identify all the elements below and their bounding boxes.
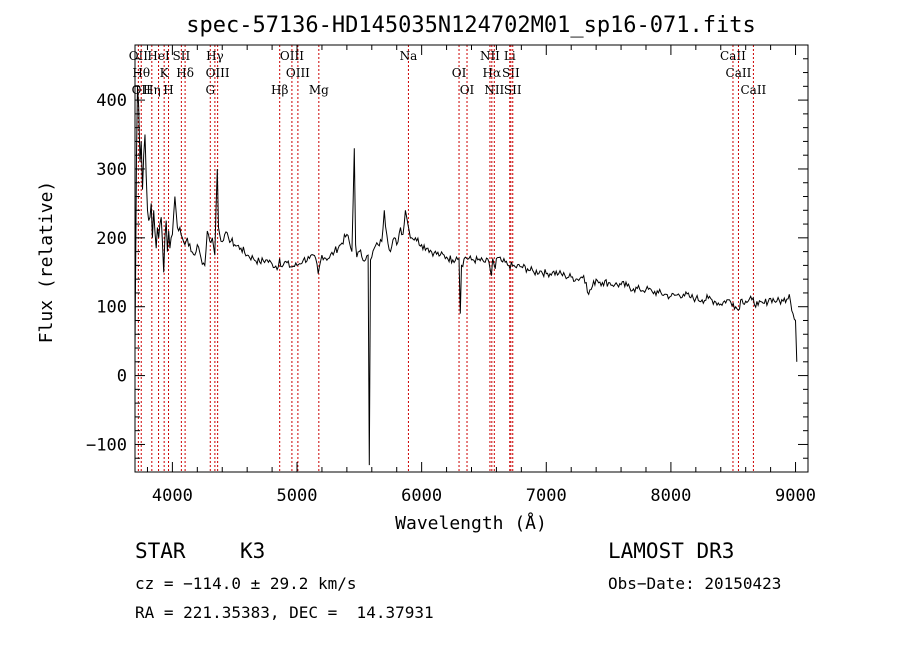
line-label: SII <box>502 66 520 80</box>
y-tick-label: −100 <box>86 435 127 455</box>
x-tick-label: 8000 <box>650 486 691 506</box>
line-label: Hθ <box>132 66 150 80</box>
x-tick-label: 9000 <box>775 486 816 506</box>
subclass: K3 <box>240 539 266 563</box>
class-type: STAR <box>135 539 186 563</box>
y-tick-label: 100 <box>96 298 127 318</box>
x-tick-label: 7000 <box>526 486 567 506</box>
line-label: NII <box>484 83 504 97</box>
line-label: Hδ <box>176 66 194 80</box>
line-label: CaII <box>726 66 752 80</box>
observation-date: Obs−Date: 20150423 <box>608 574 782 593</box>
spectrum-line <box>134 86 798 466</box>
line-label: OI <box>460 83 475 97</box>
line-label: OIII <box>206 66 230 80</box>
redshift-velocity: cz = −114.0 ± 29.2 km/s <box>135 574 357 593</box>
line-label: Hη <box>143 83 161 97</box>
line-label: Mg <box>309 83 329 97</box>
x-axis-label: Wavelength (Å) <box>395 512 547 534</box>
line-label: NII <box>480 49 500 63</box>
line-label: Li <box>504 49 516 63</box>
line-label: HeI <box>147 49 170 63</box>
y-tick-label: 300 <box>96 160 127 180</box>
y-tick-label: 400 <box>96 91 127 111</box>
line-label: Hα <box>483 66 502 80</box>
axis-ticks: 4000 5000 6000 7000 8000 9000 −100 0 100 200 300 40… <box>86 45 816 506</box>
line-label: G <box>205 83 215 97</box>
coordinates: RA = 221.35383, DEC = 14.37931 <box>135 603 434 622</box>
line-label: OI <box>452 66 467 80</box>
y-tick-label: 200 <box>96 229 127 249</box>
x-tick-label: 5000 <box>277 486 318 506</box>
x-tick-label: 4000 <box>152 486 193 506</box>
line-label: Na <box>400 49 418 63</box>
line-label: SII <box>504 83 522 97</box>
line-label: K <box>160 66 170 80</box>
line-label: Hβ <box>271 83 288 97</box>
x-tick-label: 6000 <box>401 486 442 506</box>
line-label: OII <box>129 49 149 63</box>
line-label: OIII <box>286 66 310 80</box>
y-tick-label: 0 <box>117 367 127 387</box>
plot-area <box>134 86 798 466</box>
line-label: H <box>163 83 173 97</box>
chart-title: spec-57136-HD145035N124702M01_sp16-071.f… <box>186 13 756 38</box>
line-label: Hγ <box>206 49 224 63</box>
y-axis-label: Flux (relative) <box>36 181 57 344</box>
line-label: SII <box>173 49 191 63</box>
line-label: CaII <box>740 83 766 97</box>
line-label: OIII <box>280 49 304 63</box>
survey-name: LAMOST DR3 <box>608 539 735 563</box>
line-label: CaII <box>720 49 746 63</box>
